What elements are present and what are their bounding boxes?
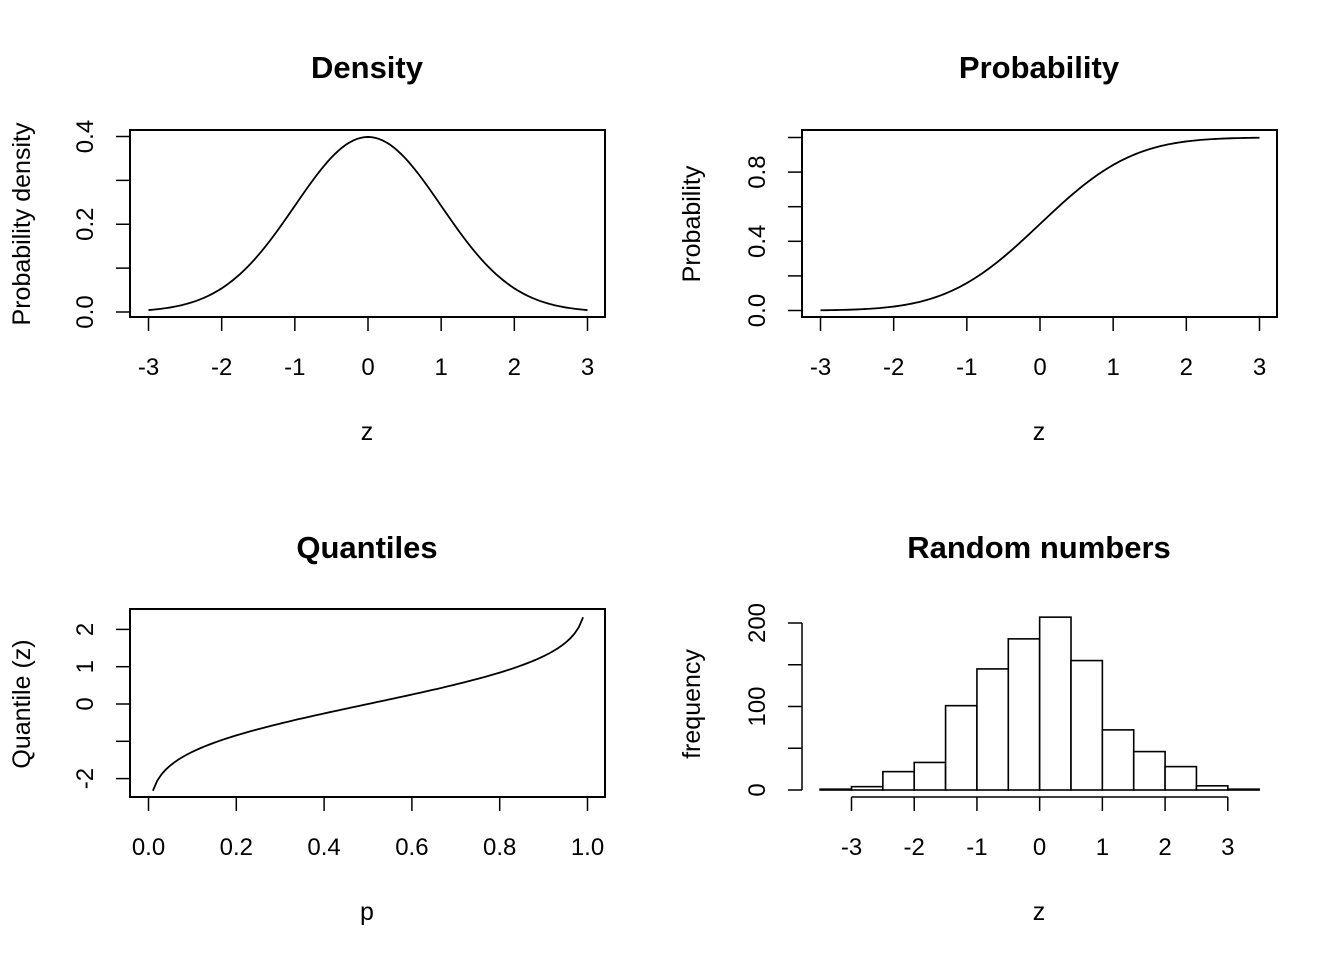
x-tick-label: 0.6 xyxy=(395,834,428,861)
panel-title: Probability xyxy=(959,50,1120,85)
x-tick-label: 0 xyxy=(1033,354,1046,381)
y-axis-label: Probability xyxy=(678,165,706,282)
x-axis: 0.0 0.2 0.4 0.6 0.8 1.0 xyxy=(132,796,604,861)
x-axis-label: p xyxy=(360,898,374,926)
x-tick-label: -2 xyxy=(883,354,904,381)
x-tick-label: 3 xyxy=(1253,354,1266,381)
x-tick-label: 0.0 xyxy=(132,834,165,861)
y-tick-label: 0.4 xyxy=(72,120,99,153)
y-axis-label: Quantile (z) xyxy=(8,639,36,768)
y-tick-label: 0.4 xyxy=(744,225,771,258)
y-axis: 0 100 200 xyxy=(744,603,803,797)
x-axis-label: z xyxy=(1033,418,1046,446)
histogram-bar xyxy=(944,704,978,791)
y-tick-label: 100 xyxy=(744,686,771,726)
plot-frame xyxy=(129,608,606,798)
histogram-bar xyxy=(976,668,1010,791)
y-tick-label: 2 xyxy=(72,623,99,636)
x-axis: -3 -2 -1 0 1 2 3 xyxy=(138,316,594,381)
panel-random-numbers: Random numbers -3 -2 -1 0 1 2 3 0 100 20… xyxy=(678,530,1234,926)
histogram-bar xyxy=(1164,765,1198,791)
histogram-bar xyxy=(1038,616,1072,791)
y-axis: 0.0 0.4 0.8 xyxy=(744,137,803,327)
density-curve xyxy=(148,136,588,311)
x-tick-label: -1 xyxy=(284,354,305,381)
x-axis: -3 -2 -1 0 1 2 3 xyxy=(810,316,1266,381)
x-tick-label: 1 xyxy=(1107,354,1120,381)
x-tick-label: 0 xyxy=(1033,834,1046,861)
x-axis-label: z xyxy=(361,418,374,446)
plot-frame xyxy=(129,129,606,318)
y-tick-label: 0.8 xyxy=(744,155,771,188)
x-tick-label: 2 xyxy=(1180,354,1193,381)
histogram-bar xyxy=(850,785,884,791)
x-tick-label: -2 xyxy=(904,834,925,861)
histogram-bar xyxy=(1070,659,1104,791)
x-tick-label: -2 xyxy=(211,354,232,381)
y-tick-label: 0 xyxy=(72,697,99,710)
panel-probability: Probability -3 -2 -1 0 1 2 3 0.0 0.4 0.8… xyxy=(678,50,1278,446)
x-tick-label: -1 xyxy=(956,354,977,381)
probability-curve xyxy=(820,136,1260,312)
x-tick-label: 1 xyxy=(435,354,448,381)
y-tick-label: 0.0 xyxy=(72,295,99,328)
panel-title: Random numbers xyxy=(907,530,1171,565)
panel-title: Density xyxy=(311,50,424,85)
x-axis: -3 -2 -1 0 1 2 3 xyxy=(841,796,1234,861)
y-tick-label: 0 xyxy=(744,783,771,796)
x-tick-label: -3 xyxy=(841,834,862,861)
x-tick-label: -3 xyxy=(810,354,831,381)
x-tick-label: 0.8 xyxy=(483,834,516,861)
x-tick-label: 1.0 xyxy=(571,834,604,861)
x-tick-label: 2 xyxy=(508,354,521,381)
x-tick-label: 2 xyxy=(1158,834,1171,861)
y-tick-label: 200 xyxy=(744,603,771,643)
histogram-bar xyxy=(882,770,916,791)
x-tick-label: 3 xyxy=(581,354,594,381)
quantile-curve xyxy=(152,616,584,792)
y-tick-label: -2 xyxy=(72,768,99,789)
x-tick-label: -3 xyxy=(138,354,159,381)
y-axis-label: Probability density xyxy=(8,122,36,325)
panel-title: Quantiles xyxy=(296,530,437,565)
x-tick-label: -1 xyxy=(966,834,987,861)
panel-density: Density -3 -2 -1 0 1 2 3 0.0 0.2 0.4 z P… xyxy=(8,50,606,446)
y-tick-label: 0.2 xyxy=(72,208,99,241)
x-tick-label: 0.2 xyxy=(220,834,253,861)
panel-quantiles: Quantiles 0.0 0.2 0.4 0.6 0.8 1.0 -2 0 1… xyxy=(8,530,606,926)
y-tick-label: 1 xyxy=(72,660,99,673)
histogram-bar xyxy=(1195,785,1229,791)
histogram-bar xyxy=(1007,638,1041,791)
y-axis: 0.0 0.2 0.4 xyxy=(72,120,131,329)
chart-marks xyxy=(116,135,1261,811)
x-axis-label: z xyxy=(1033,898,1046,926)
histogram-bar xyxy=(819,788,853,791)
x-tick-label: 3 xyxy=(1221,834,1234,861)
histogram-bar xyxy=(1101,729,1135,791)
y-axis: -2 0 1 2 xyxy=(72,623,131,789)
histogram-bar xyxy=(913,761,947,791)
x-tick-label: 0 xyxy=(361,354,374,381)
y-tick-label: 0.0 xyxy=(744,294,771,327)
histogram-bar xyxy=(1132,750,1166,791)
x-tick-label: 0.4 xyxy=(307,834,340,861)
y-axis-label: frequency xyxy=(678,649,706,759)
x-tick-label: 1 xyxy=(1096,834,1109,861)
histogram-bar xyxy=(1227,788,1260,791)
